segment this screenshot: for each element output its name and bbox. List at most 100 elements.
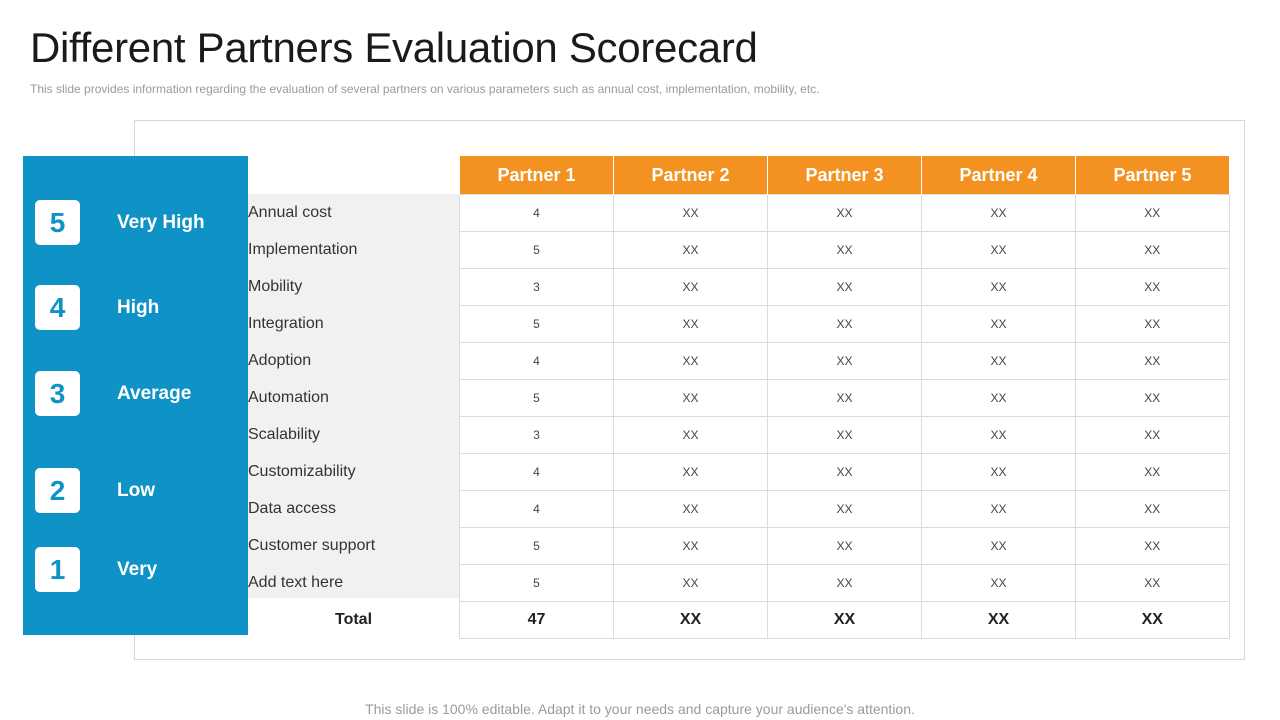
score-cell: XX — [1075, 342, 1230, 380]
legend-label: Average — [117, 383, 192, 404]
score-cell: XX — [1075, 564, 1230, 602]
total-cell: XX — [613, 601, 768, 639]
parameter-label: Customizability — [248, 463, 356, 480]
score-cell: XX — [921, 305, 1076, 343]
score-cell: 5 — [459, 231, 614, 269]
legend-number: 3 — [35, 371, 80, 416]
legend-item-very-high: 5 Very High — [35, 200, 245, 246]
score-cell: XX — [1075, 490, 1230, 528]
score-cell: XX — [613, 379, 768, 417]
header-blank-cell — [248, 156, 460, 195]
parameter-label: Annual cost — [248, 204, 332, 221]
score-cell: XX — [1075, 453, 1230, 491]
score-cell: XX — [767, 194, 922, 232]
header-partner-4: Partner 4 — [921, 156, 1076, 195]
legend-label: Low — [117, 480, 155, 501]
legend-item-very: 1 Very — [35, 547, 245, 593]
score-cell: XX — [613, 268, 768, 306]
score-cell: XX — [1075, 194, 1230, 232]
legend-number: 2 — [35, 468, 80, 513]
score-cell: 5 — [459, 527, 614, 565]
score-cell: XX — [921, 231, 1076, 269]
table-row: Automation 5 XX XX XX XX — [248, 379, 1230, 417]
score-cell: XX — [767, 416, 922, 454]
table-row: Annual cost 4 XX XX XX XX — [248, 194, 1230, 232]
score-cell: XX — [921, 564, 1076, 602]
header-partner-1: Partner 1 — [459, 156, 614, 195]
legend-item-low: 2 Low — [35, 468, 245, 514]
score-cell: XX — [613, 416, 768, 454]
legend-label: Very High — [117, 212, 205, 233]
score-cell: 4 — [459, 490, 614, 528]
page-title: Different Partners Evaluation Scorecard — [30, 24, 758, 71]
score-cell: XX — [613, 527, 768, 565]
table-row: Add text here 5 XX XX XX XX — [248, 564, 1230, 602]
header-partner-5: Partner 5 — [1075, 156, 1229, 195]
score-cell: XX — [613, 231, 768, 269]
score-cell: XX — [767, 379, 922, 417]
parameter-label: Scalability — [248, 426, 321, 443]
score-cell: XX — [1075, 305, 1230, 343]
score-cell: XX — [921, 268, 1076, 306]
table-row: Data access 4 XX XX XX XX — [248, 490, 1230, 528]
score-cell: XX — [1075, 379, 1230, 417]
parameter-label: Implementation — [248, 241, 358, 258]
score-cell: XX — [921, 416, 1076, 454]
score-cell: XX — [921, 342, 1076, 380]
score-cell: 5 — [459, 564, 614, 602]
total-row: Total 47 XX XX XX XX — [248, 601, 1230, 639]
score-cell: XX — [613, 194, 768, 232]
score-cell: 5 — [459, 305, 614, 343]
score-cell: XX — [921, 379, 1076, 417]
score-cell: 4 — [459, 453, 614, 491]
header-partner-2: Partner 2 — [613, 156, 768, 195]
score-cell: XX — [767, 305, 922, 343]
total-cell: XX — [921, 601, 1076, 639]
score-cell: XX — [767, 453, 922, 491]
scorecard-table: Partner 1 Partner 2 Partner 3 Partner 4 … — [248, 156, 1230, 639]
score-cell: 4 — [459, 194, 614, 232]
table-row: Adoption 4 XX XX XX XX — [248, 342, 1230, 380]
total-cell: XX — [1075, 601, 1230, 639]
score-cell: XX — [767, 342, 922, 380]
table-row: Customizability 4 XX XX XX XX — [248, 453, 1230, 491]
page-subtitle: This slide provides information regardin… — [30, 82, 820, 96]
score-cell: XX — [613, 564, 768, 602]
total-cell: 47 — [459, 601, 614, 639]
total-cell: XX — [767, 601, 922, 639]
score-cell: XX — [613, 490, 768, 528]
parameter-column-background — [248, 194, 459, 598]
table-row: Mobility 3 XX XX XX XX — [248, 268, 1230, 306]
legend-item-high: 4 High — [35, 285, 245, 331]
legend-number: 1 — [35, 547, 80, 592]
score-cell: XX — [767, 490, 922, 528]
score-cell: XX — [767, 268, 922, 306]
score-cell: XX — [1075, 231, 1230, 269]
parameter-label: Data access — [248, 500, 337, 517]
footer-note: This slide is 100% editable. Adapt it to… — [365, 701, 915, 717]
score-cell: XX — [613, 305, 768, 343]
score-cell: XX — [767, 527, 922, 565]
parameter-label: Automation — [248, 389, 329, 406]
header-partner-3: Partner 3 — [767, 156, 922, 195]
score-cell: XX — [921, 453, 1076, 491]
legend-label: Very — [117, 559, 158, 580]
table-row: Implementation 5 XX XX XX XX — [248, 231, 1230, 269]
legend-label: High — [117, 297, 160, 318]
score-cell: 3 — [459, 268, 614, 306]
legend-number: 4 — [35, 285, 80, 330]
table-row: Customer support 5 XX XX XX XX — [248, 527, 1230, 565]
table-row: Integration 5 XX XX XX XX — [248, 305, 1230, 343]
score-cell: XX — [1075, 416, 1230, 454]
score-cell: XX — [1075, 268, 1230, 306]
score-cell: XX — [921, 490, 1076, 528]
score-cell: 5 — [459, 379, 614, 417]
score-cell: XX — [921, 527, 1076, 565]
total-label: Total — [334, 611, 373, 628]
header-row: Partner 1 Partner 2 Partner 3 Partner 4 … — [248, 156, 1229, 195]
parameter-label: Add text here — [248, 574, 344, 591]
parameter-label: Mobility — [248, 278, 303, 295]
parameter-label: Integration — [248, 315, 324, 332]
score-cell: XX — [921, 194, 1076, 232]
legend-item-average: 3 Average — [35, 371, 245, 417]
